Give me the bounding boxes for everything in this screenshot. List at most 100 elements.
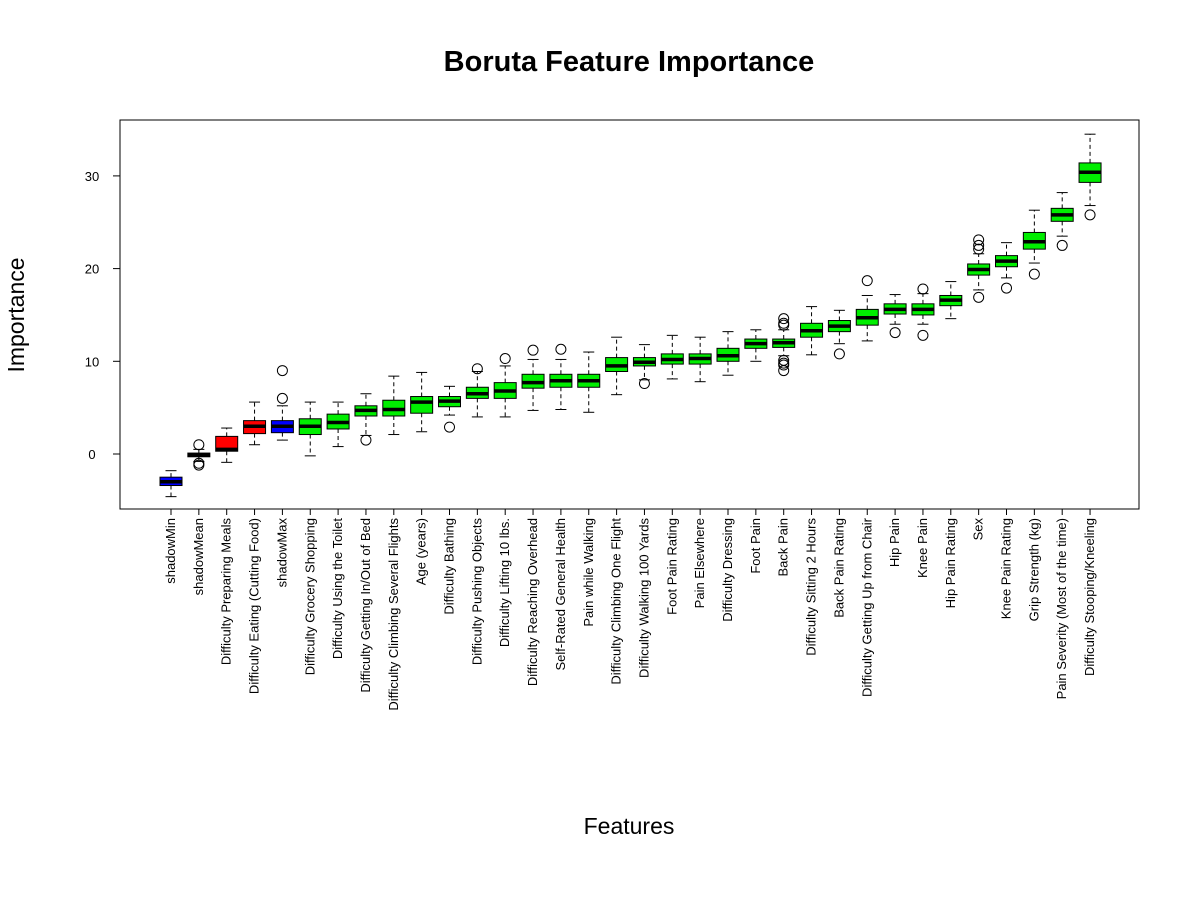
feature-box <box>270 365 294 441</box>
category-labels: shadowMin shadowMean Difficulty Preparing … <box>163 509 1097 711</box>
x-tick-label: Difficulty Grocery Shopping <box>302 518 317 675</box>
feature-box <box>995 242 1018 294</box>
x-tick-label: Difficulty Climbing One Flight <box>609 518 624 685</box>
chart-title: Boruta Feature Importance <box>444 46 815 78</box>
feature-box <box>855 275 879 342</box>
x-tick-label: Back Pain Rating <box>831 518 846 618</box>
x-tick-label: Knee Pain Rating <box>999 518 1014 619</box>
feature-box <box>883 294 907 339</box>
outlier-point <box>917 329 929 341</box>
feature-box <box>1050 192 1074 251</box>
x-tick-label: Self-Rated General Health <box>553 518 568 670</box>
x-tick-label: Difficulty Pushing Objects <box>469 518 484 666</box>
y-axis-label: Importance <box>3 257 29 372</box>
x-tick-label: Foot Pain <box>748 518 763 574</box>
x-tick-label: Difficulty Walking 100 Yards <box>636 518 651 678</box>
outlier-point <box>973 243 985 255</box>
x-tick-label: Back Pain <box>776 518 791 577</box>
feature-box <box>410 371 434 433</box>
feature-box <box>660 334 684 380</box>
feature-box <box>1078 133 1102 221</box>
x-tick-label: Difficulty Getting Up from Chair <box>859 517 874 697</box>
x-tick-label: Difficulty Getting In/Out of Bed <box>358 518 373 693</box>
outlier-point <box>1084 209 1096 221</box>
x-tick-label: Difficulty Bathing <box>442 518 457 615</box>
feature-box <box>939 281 963 320</box>
x-tick-label: Hip Pain <box>887 518 902 567</box>
x-tick-label: Pain Elsewhere <box>692 518 707 608</box>
outlier-point <box>638 378 650 390</box>
x-tick-label: Pain Severity (Most of the time) <box>1054 518 1069 699</box>
feature-box <box>187 439 211 471</box>
feature-box <box>298 401 322 457</box>
y-tick-label: 10 <box>85 354 99 369</box>
boxes-layer <box>159 133 1102 498</box>
outlier-point <box>917 283 929 295</box>
outlier-point <box>499 353 511 365</box>
x-tick-label: Age (years) <box>414 518 429 585</box>
feature-box <box>772 313 796 377</box>
outlier-point <box>833 348 845 360</box>
x-tick-label: Hip Pain Rating <box>943 518 958 608</box>
outlier-point <box>1056 239 1068 251</box>
outlier-point <box>1001 282 1012 294</box>
feature-box <box>967 234 991 303</box>
outlier-point <box>555 343 567 355</box>
feature-box <box>521 344 545 411</box>
x-tick-label: Difficulty Eating (Cutting Food) <box>247 518 262 694</box>
feature-box <box>549 343 573 411</box>
feature-box <box>827 309 851 360</box>
feature-box <box>716 331 740 376</box>
outlier-point <box>193 439 205 451</box>
y-tick-label: 0 <box>88 447 95 462</box>
outlier-point <box>276 365 288 377</box>
outlier-point <box>276 392 288 404</box>
outlier-point <box>778 359 790 371</box>
iqr-box <box>215 435 239 452</box>
x-tick-label: Difficulty Climbing Several Flights <box>386 518 401 711</box>
outlier-point <box>778 365 790 377</box>
outlier-point <box>471 363 483 375</box>
outlier-point <box>889 327 901 339</box>
x-tick-label: Pain while Walking <box>581 518 596 627</box>
y-axis: 0 10 20 30 <box>85 169 121 462</box>
outlier-point <box>1028 268 1040 280</box>
outlier-point <box>193 459 205 471</box>
feature-box <box>605 336 629 396</box>
plot-frame <box>119 119 1140 510</box>
outlier-point <box>973 239 985 251</box>
x-tick-label: Sex <box>971 518 986 541</box>
feature-box <box>382 375 406 436</box>
feature-box <box>744 329 768 362</box>
x-tick-label: Difficulty Lifting 10 lbs. <box>497 518 512 647</box>
x-tick-label: Knee Pain <box>915 518 930 578</box>
feature-box <box>493 353 517 418</box>
feature-box <box>632 344 656 390</box>
x-tick-label: Grip Strength (kg) <box>1026 518 1041 621</box>
feature-box <box>577 351 601 413</box>
feature-box <box>1022 209 1046 280</box>
outlier-point <box>973 291 985 303</box>
outlier-point <box>778 313 790 325</box>
outlier-point <box>973 234 985 246</box>
feature-box <box>688 336 712 383</box>
x-tick-label: Difficulty Dressing <box>720 518 735 622</box>
feature-box <box>215 427 239 463</box>
y-tick-label: 30 <box>85 169 99 184</box>
x-tick-label: Difficulty Stooping/Kneeling <box>1082 518 1097 676</box>
x-tick-label: shadowMin <box>163 518 178 584</box>
feature-box <box>243 401 267 446</box>
x-tick-label: Difficulty Reaching Overhead <box>525 518 540 686</box>
x-tick-label: Difficulty Sitting 2 Hours <box>804 518 819 656</box>
feature-box <box>465 363 489 418</box>
x-tick-label: Foot Pain Rating <box>664 518 679 615</box>
y-tick-label: 20 <box>85 262 99 277</box>
x-tick-label: Difficulty Using the Toilet <box>330 518 345 660</box>
feature-box <box>438 385 461 433</box>
x-tick-label: shadowMax <box>274 518 289 588</box>
feature-box <box>354 393 378 446</box>
outlier-point <box>360 434 372 446</box>
x-tick-label: shadowMean <box>191 518 206 595</box>
outlier-point <box>861 275 873 287</box>
outlier-point <box>444 421 455 433</box>
